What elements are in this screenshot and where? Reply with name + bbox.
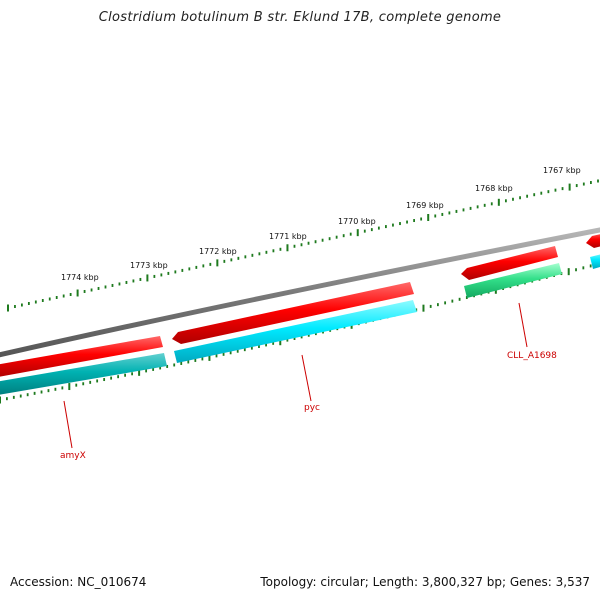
- gene-label-amyX: amyX: [60, 451, 86, 461]
- forward-cds-pyc-region: [172, 282, 414, 344]
- gene-label-CLL_A1698: CLL_A1698: [507, 351, 557, 361]
- ruler-label-1773: 1773 kbp: [130, 261, 168, 270]
- genome-backbone: [0, 227, 600, 358]
- forward-cds-1: [0, 336, 163, 377]
- outer-ruler: [7, 179, 599, 312]
- CLL_A1698-leader-line: [518, 302, 528, 348]
- reverse-cds-CLL_A1698: [464, 263, 562, 298]
- gene-label-pyc: pyc: [304, 403, 320, 413]
- page-title: Clostridium botulinum B str. Eklund 17B,…: [98, 10, 502, 25]
- ruler-label-1771: 1771 kbp: [269, 232, 307, 241]
- amyX-leader-line: [63, 400, 73, 449]
- ruler-label-1767: 1767 kbp: [543, 166, 581, 175]
- pyc-leader-line: [301, 354, 312, 402]
- ruler-label-1774: 1774 kbp: [61, 273, 99, 282]
- accession-text: Accession: NC_010674: [10, 575, 147, 589]
- reverse-cds-amyX: [0, 353, 167, 395]
- ruler-label-1769: 1769 kbp: [406, 201, 444, 210]
- reverse-cds-pyc: [174, 300, 417, 363]
- ruler-label-1768: 1768 kbp: [475, 184, 513, 193]
- forward-cds-4: [586, 234, 600, 248]
- forward-cds-3: [461, 246, 558, 280]
- ruler-label-1770: 1770 kbp: [338, 217, 376, 226]
- reverse-cds-5: [590, 254, 600, 269]
- ruler-label-1772: 1772 kbp: [199, 247, 237, 256]
- genome-stats-text: Topology: circular; Length: 3,800,327 bp…: [260, 575, 590, 589]
